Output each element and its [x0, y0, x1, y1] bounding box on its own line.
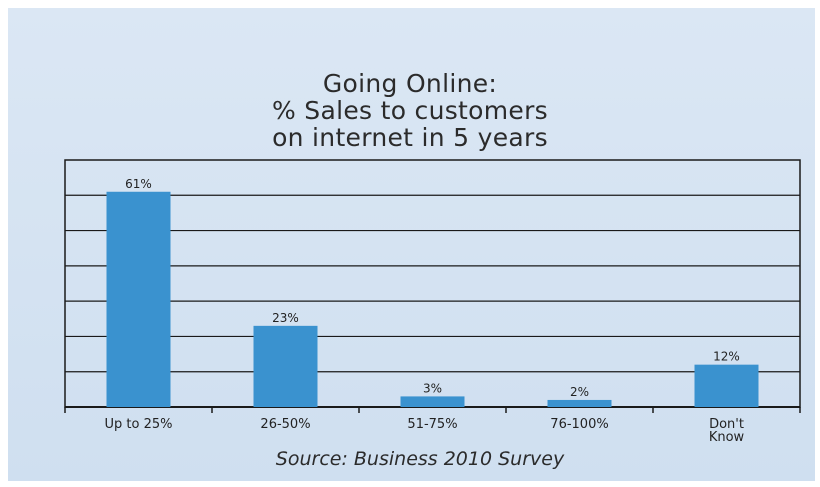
x-tick-label: 26-50%: [260, 417, 310, 432]
bar: [253, 325, 318, 407]
data-label: 61%: [125, 177, 152, 191]
data-label: 2%: [570, 385, 589, 399]
plot-frame: [64, 159, 801, 408]
x-tick-label: 51-75%: [407, 417, 457, 432]
source-note: Source: Business 2010 Survey: [275, 448, 565, 470]
bar: [400, 396, 465, 407]
bar: [694, 364, 759, 407]
data-label: 23%: [272, 311, 299, 325]
chart-title-line-2: % Sales to customers: [272, 96, 548, 125]
chart-title-line-3: on internet in 5 years: [272, 123, 548, 152]
chart-title-line-1: Going Online:: [322, 69, 498, 98]
bar: [106, 191, 171, 407]
data-label: 12%: [713, 350, 740, 364]
data-label: 3%: [423, 381, 442, 395]
x-tick-label: 76-100%: [550, 417, 608, 432]
x-tick-label: Up to 25%: [105, 417, 173, 432]
x-tick-label: Know: [709, 430, 745, 445]
x-tick-label: Don't: [709, 417, 744, 432]
bar: [547, 399, 612, 407]
chart-title: Going Online: % Sales to customers on in…: [0, 70, 820, 151]
